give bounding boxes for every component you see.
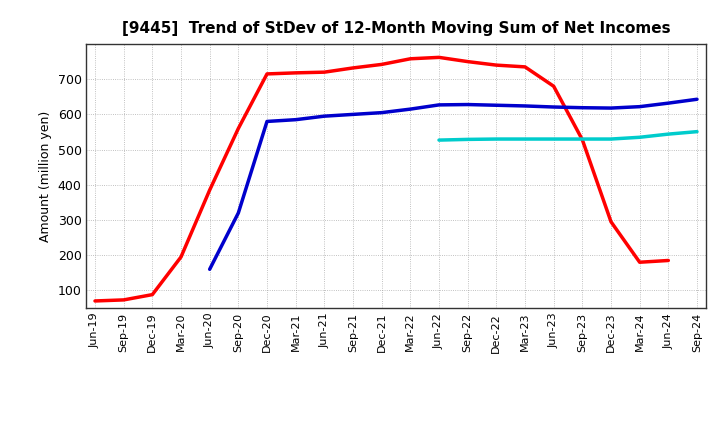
Title: [9445]  Trend of StDev of 12-Month Moving Sum of Net Incomes: [9445] Trend of StDev of 12-Month Moving…: [122, 21, 670, 36]
7 Years: [492, 136, 500, 142]
Line: 5 Years: 5 Years: [210, 99, 697, 269]
3 Years: [377, 62, 386, 67]
3 Years: [664, 258, 672, 263]
7 Years: [693, 129, 701, 134]
3 Years: [521, 64, 529, 70]
5 Years: [464, 102, 472, 107]
3 Years: [205, 187, 214, 193]
Line: 3 Years: 3 Years: [95, 57, 668, 301]
5 Years: [578, 105, 587, 110]
Line: 7 Years: 7 Years: [439, 132, 697, 140]
5 Years: [234, 210, 243, 216]
5 Years: [348, 112, 357, 117]
7 Years: [521, 136, 529, 142]
3 Years: [263, 71, 271, 77]
3 Years: [406, 56, 415, 62]
5 Years: [635, 104, 644, 109]
7 Years: [607, 136, 616, 142]
3 Years: [348, 65, 357, 70]
5 Years: [263, 119, 271, 124]
3 Years: [578, 137, 587, 143]
3 Years: [176, 254, 185, 260]
3 Years: [120, 297, 128, 303]
Y-axis label: Amount (million yen): Amount (million yen): [39, 110, 52, 242]
3 Years: [292, 70, 300, 76]
3 Years: [91, 298, 99, 304]
7 Years: [664, 132, 672, 137]
7 Years: [635, 135, 644, 140]
5 Years: [492, 103, 500, 108]
5 Years: [664, 100, 672, 106]
5 Years: [521, 103, 529, 109]
5 Years: [435, 102, 444, 107]
5 Years: [607, 106, 616, 111]
3 Years: [549, 84, 558, 89]
5 Years: [377, 110, 386, 115]
3 Years: [234, 126, 243, 131]
5 Years: [205, 267, 214, 272]
5 Years: [292, 117, 300, 122]
5 Years: [549, 104, 558, 110]
3 Years: [635, 260, 644, 265]
3 Years: [607, 219, 616, 224]
3 Years: [435, 55, 444, 60]
3 Years: [320, 70, 328, 75]
5 Years: [406, 106, 415, 112]
5 Years: [693, 97, 701, 102]
7 Years: [464, 137, 472, 142]
3 Years: [464, 59, 472, 64]
7 Years: [435, 137, 444, 143]
7 Years: [549, 136, 558, 142]
3 Years: [148, 292, 157, 297]
5 Years: [320, 114, 328, 119]
7 Years: [578, 136, 587, 142]
3 Years: [492, 62, 500, 68]
